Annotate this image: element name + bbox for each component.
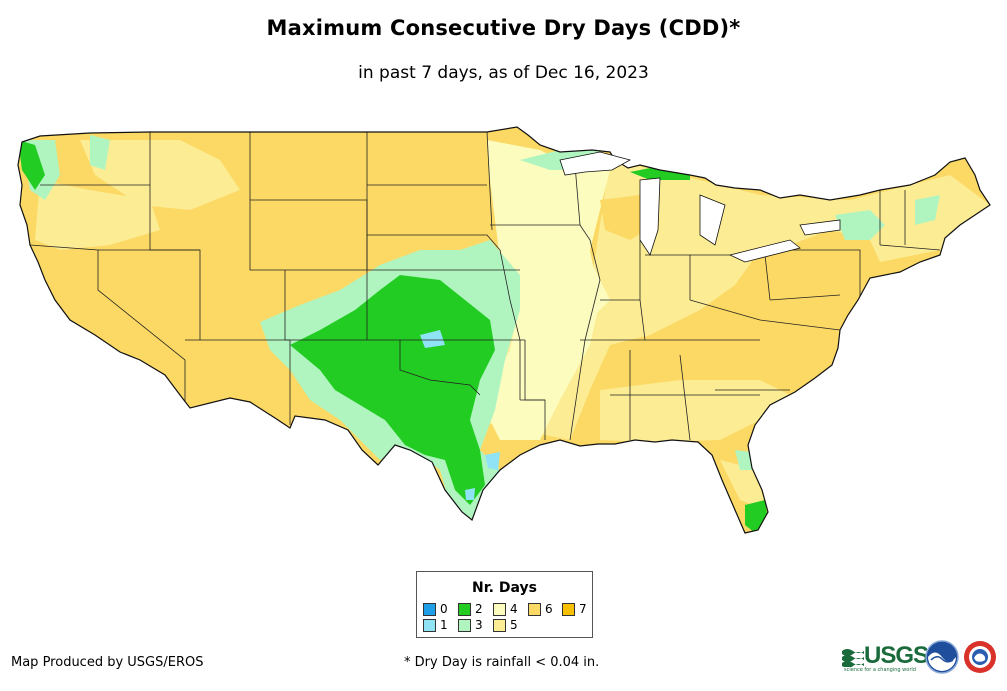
credit-text: Map Produced by USGS/EROS (11, 655, 204, 670)
legend-swatch (423, 619, 436, 632)
usgs-tagline: science for a changing world (844, 667, 916, 673)
usgs-wave-icon (842, 649, 864, 667)
page-title: Maximum Consecutive Dry Days (CDD)* (266, 16, 741, 40)
legend-swatch (528, 603, 541, 616)
legend-swatch (493, 603, 506, 616)
footnote-text: * Dry Day is rainfall < 0.04 in. (404, 655, 600, 670)
legend-swatch (493, 619, 506, 632)
legend-swatch (458, 619, 471, 632)
page-subtitle: in past 7 days, as of Dec 16, 2023 (358, 63, 649, 83)
nws-logo-icon (964, 641, 996, 673)
legend-swatch (562, 603, 575, 616)
legend: Nr. Days 0 1 2 3 4 5 6 7 (416, 571, 593, 638)
legend-swatch (458, 603, 471, 616)
noaa-logo-icon (925, 640, 959, 674)
legend-title: Nr. Days (472, 580, 537, 596)
legend-swatch (423, 603, 436, 616)
usgs-logo-text: USGS (864, 642, 929, 669)
